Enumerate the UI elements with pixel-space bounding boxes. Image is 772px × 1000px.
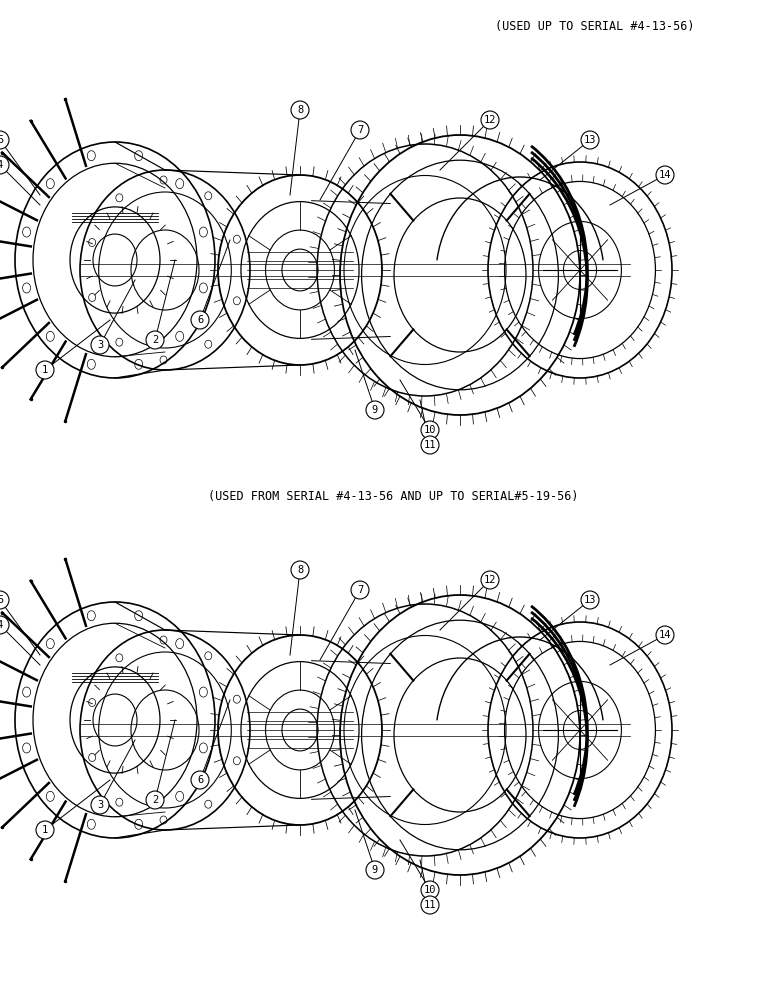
Text: 7: 7	[357, 125, 363, 135]
Text: 10: 10	[424, 885, 436, 895]
Circle shape	[0, 156, 9, 174]
Text: 6: 6	[197, 775, 203, 785]
Text: (USED UP TO SERIAL #4-13-56): (USED UP TO SERIAL #4-13-56)	[496, 20, 695, 33]
Text: 8: 8	[297, 105, 303, 115]
Circle shape	[191, 311, 209, 329]
Text: 11: 11	[424, 440, 436, 450]
Circle shape	[421, 881, 439, 899]
Text: (USED FROM SERIAL #4-13-56 AND UP TO SERIAL#5-19-56): (USED FROM SERIAL #4-13-56 AND UP TO SER…	[208, 490, 578, 503]
Text: 13: 13	[584, 135, 596, 145]
Circle shape	[481, 111, 499, 129]
Text: 9: 9	[372, 865, 378, 875]
Text: 7: 7	[357, 585, 363, 595]
Circle shape	[421, 436, 439, 454]
Circle shape	[351, 581, 369, 599]
Circle shape	[36, 361, 54, 379]
Text: 12: 12	[484, 575, 496, 585]
Circle shape	[366, 401, 384, 419]
Circle shape	[656, 166, 674, 184]
Text: 2: 2	[152, 335, 158, 345]
Text: 14: 14	[659, 630, 671, 640]
Circle shape	[481, 571, 499, 589]
Circle shape	[351, 121, 369, 139]
Text: 5: 5	[0, 595, 3, 605]
Text: 10: 10	[424, 425, 436, 435]
Circle shape	[91, 796, 109, 814]
Circle shape	[36, 821, 54, 839]
Circle shape	[0, 616, 9, 634]
Text: 14: 14	[659, 170, 671, 180]
Circle shape	[146, 331, 164, 349]
Circle shape	[291, 101, 309, 119]
Circle shape	[0, 131, 9, 149]
Text: 1: 1	[42, 365, 48, 375]
Text: 5: 5	[0, 135, 3, 145]
Circle shape	[91, 336, 109, 354]
Text: 2: 2	[152, 795, 158, 805]
Circle shape	[0, 591, 9, 609]
Text: 4: 4	[0, 160, 3, 170]
Circle shape	[421, 421, 439, 439]
Text: 1: 1	[42, 825, 48, 835]
Circle shape	[291, 561, 309, 579]
Text: 12: 12	[484, 115, 496, 125]
Circle shape	[581, 131, 599, 149]
Text: 11: 11	[424, 900, 436, 910]
Text: 6: 6	[197, 315, 203, 325]
Circle shape	[191, 771, 209, 789]
Text: 9: 9	[372, 405, 378, 415]
Circle shape	[656, 626, 674, 644]
Text: 4: 4	[0, 620, 3, 630]
Circle shape	[581, 591, 599, 609]
Circle shape	[366, 861, 384, 879]
Text: 13: 13	[584, 595, 596, 605]
Text: 3: 3	[96, 800, 103, 810]
Text: 8: 8	[297, 565, 303, 575]
Circle shape	[421, 896, 439, 914]
Circle shape	[146, 791, 164, 809]
Text: 3: 3	[96, 340, 103, 350]
